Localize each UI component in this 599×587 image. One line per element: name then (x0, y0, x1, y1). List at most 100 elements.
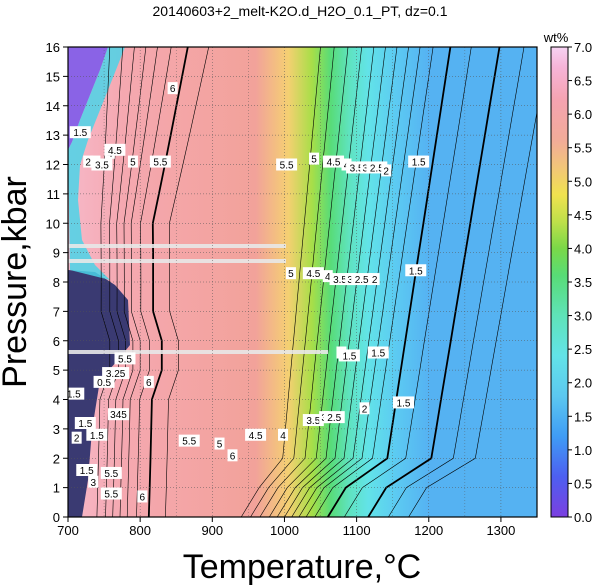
y-tick-label: 8 (53, 275, 60, 290)
contour-label: 5 (309, 152, 320, 166)
contour-label-text: 1.5 (73, 128, 87, 139)
colorbar-tick-label: 0.5 (574, 476, 592, 491)
colorbar-ticks: 0.0 0.5 1.0 1.5 2.0 2.5 3.0 3.5 4.0 4.5 5.0 5.5 6.0 6… (568, 40, 592, 525)
contour-label-box (408, 155, 430, 168)
contour-label-box (214, 437, 225, 450)
y-tick-label: 16 (46, 40, 60, 55)
x-tick-label: 800 (129, 523, 151, 538)
contour-label-text: 4.5 (306, 269, 320, 280)
contour-labels: 61.5233.544.555.55.554.543.532.521.554.5… (67, 82, 430, 503)
contour-label-text: 1.5 (67, 390, 81, 401)
contour-label: 6 (137, 490, 148, 503)
contour-label: 3.5 (91, 158, 113, 172)
contour-label-box (345, 273, 356, 286)
contour-label-text: 5 (311, 155, 317, 166)
contour-label-text: 3 (90, 478, 96, 489)
contour-label-box (278, 428, 289, 441)
contour-line (105, 47, 124, 517)
contour-label-box (86, 428, 108, 441)
y-tick-label: 3 (53, 422, 60, 437)
contour-label-text: 1.5 (342, 351, 356, 362)
contour-label: 1.5 (338, 349, 360, 362)
low-value-region-lower (68, 270, 130, 517)
x-tick-label: 1100 (343, 523, 371, 538)
contour-label-box (285, 267, 296, 280)
contour-label: 2 (381, 164, 392, 177)
contour-label-box (108, 408, 130, 421)
chart-title: 20140603+2_melt-K2O.d_H2O_0.1_PT, dz=0.1 (153, 3, 448, 19)
low-value-region (68, 47, 108, 150)
contour-label: 4.5 (323, 155, 345, 169)
contour-label-box (88, 475, 99, 488)
contour-label-box (74, 417, 96, 429)
contour-label-box (167, 82, 178, 95)
contour-label: 2 (369, 273, 380, 286)
y-tick-label: 15 (46, 69, 60, 84)
contour-label-text: 3.5 (306, 416, 320, 427)
contour-line (119, 47, 147, 517)
contour-label-text: 4 (280, 431, 286, 442)
contour-label-box (323, 411, 345, 424)
contour-label-box (100, 487, 122, 500)
contour-label: 4 (322, 270, 333, 283)
contour-label-text: 4.5 (108, 146, 122, 157)
contour-label-text: 1.5 (80, 466, 94, 477)
colorbar-tick-label: 1.0 (574, 443, 592, 458)
contour-label-text: 3 (347, 275, 353, 286)
contour-label-text: 2.5 (355, 275, 369, 286)
contour-label-text: 2 (74, 434, 80, 445)
contour-line (367, 47, 501, 517)
y-tick-label: 4 (53, 393, 60, 408)
colorbar-tick-label: 3.5 (574, 275, 592, 290)
contour-label-box (83, 155, 94, 168)
y-axis-label: Pressure,kbar (0, 176, 34, 388)
x-axis: 700 800 900 1000 1100 1200 1300 (57, 517, 515, 538)
contour-label: 5 (127, 155, 138, 169)
contour-line (327, 47, 452, 517)
contour-label-box (178, 434, 200, 447)
contour-label-text: 3.5 (350, 163, 364, 174)
colorbar-tick-label: 0.0 (574, 510, 592, 525)
y-tick-label: 14 (46, 99, 60, 114)
contour-label-box (149, 155, 171, 168)
contour-label-text: 5.5 (153, 158, 167, 169)
stripe-artifact (68, 259, 286, 263)
contour-label-box (369, 273, 380, 286)
contour-label: 3.25 (102, 367, 130, 380)
colorbar-tick-label: 5.0 (574, 174, 592, 189)
contour-label-text: 5.5 (104, 469, 118, 480)
colorbar-tick-label: 2.0 (574, 376, 592, 391)
contour-label: 1.5 (74, 417, 96, 430)
contour-label: 345 (108, 408, 130, 421)
contour-label: 2 (359, 402, 370, 415)
contour-line (388, 47, 525, 517)
contour-label-text: 2.5 (327, 413, 341, 424)
contour-label-box (114, 352, 136, 365)
contour-label: 5 (285, 267, 296, 280)
colorbar-tick-label: 7.0 (574, 40, 592, 55)
colorbar-tick-label: 5.5 (574, 141, 592, 156)
colorbar-tick-label: 1.5 (574, 409, 592, 424)
contour-label: 3 (360, 161, 371, 174)
stripe-artifact (68, 350, 328, 354)
colorbar-fill (550, 46, 569, 518)
contour-label-text: 5 (130, 158, 136, 169)
contour-label-box (351, 273, 373, 286)
contour-label: 3 (345, 273, 356, 286)
contour-label-text: 1.5 (78, 419, 92, 430)
contour-label-text: 2 (372, 275, 378, 286)
contour-label-box (338, 349, 360, 362)
y-tick-label: 13 (46, 128, 60, 143)
contour-label: 5.5 (149, 155, 171, 169)
contour-label-box (309, 152, 320, 165)
x-tick-label: 900 (201, 523, 223, 538)
y-tick-label: 9 (53, 246, 60, 261)
y-tick-label: 2 (53, 451, 60, 466)
contour-label-box (393, 396, 415, 409)
contour-label-text: 6 (146, 378, 152, 389)
contour-label-box (68, 387, 85, 400)
grid (68, 47, 537, 517)
colorbar-tick-label: 6.5 (574, 74, 592, 89)
contour-line (147, 47, 189, 517)
